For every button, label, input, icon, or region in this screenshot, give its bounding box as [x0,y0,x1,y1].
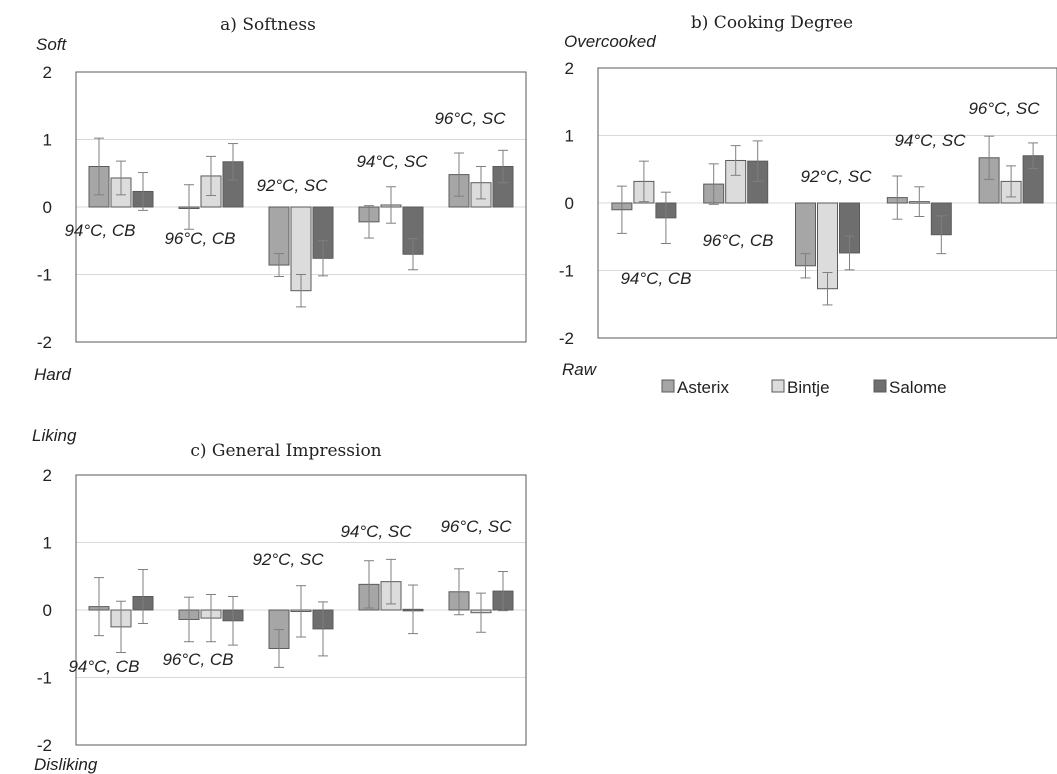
plot-frame [75,474,527,746]
category-label: 96°C, CB [702,231,773,250]
y-tick-label: -1 [37,266,52,285]
category-label: 94°C, CB [68,657,139,676]
legend-swatch-asterix [661,379,675,393]
panel-a-title: a) Softness [220,15,316,35]
y-tick-label: -1 [37,669,52,688]
legend-label-asterix: Asterix [677,378,729,397]
category-label: 96°C, CB [162,650,233,669]
y-tick-label: 0 [43,198,52,217]
category-label: 96°C, SC [440,517,512,536]
plot-frame [597,67,1057,339]
y-tick-label: -1 [559,262,574,281]
category-label: 96°C, SC [434,109,506,128]
legend-item-bintje: Bintje [771,378,830,397]
y-tick-label: 2 [43,466,52,485]
panel-a-bottom-label: Hard [34,365,71,384]
category-label: 94°C, CB [64,221,135,240]
y-tick-label: 0 [43,601,52,620]
y-tick-label: 1 [43,534,52,553]
panel-c-bottom-label: Disliking [34,755,98,774]
legend-swatch-salome [873,379,887,393]
panel-c-top-label: Liking [32,426,77,445]
panel-a: a) Softness Soft Hard 2 1 0 -1 -2 94°C, CB 96°… [34,15,527,384]
panel-b: b) Cooking Degree Overcooked Raw 2 1 0 -1 -2… [559,13,1057,379]
y-tick-label: 0 [565,194,574,213]
plot-frame [75,71,527,343]
y-tick-label: 1 [43,131,52,150]
panel-b-bottom-label: Raw [562,360,598,379]
y-tick-label: 2 [565,59,574,78]
category-label: 94°C, SC [340,522,412,541]
panel-b-top-label: Overcooked [564,32,656,51]
legend: Asterix Bintje Salome [661,378,947,397]
category-label: 94°C, SC [356,152,428,171]
category-label: 92°C, SC [800,167,872,186]
y-tick-label: 1 [565,127,574,146]
category-label: 92°C, SC [252,550,324,569]
panel-c: c) General Impression Liking Disliking 2… [32,426,527,774]
legend-item-asterix: Asterix [661,378,729,397]
y-tick-label: 2 [43,63,52,82]
y-tick-label: -2 [559,329,574,348]
legend-label-bintje: Bintje [787,378,830,397]
panel-c-plot: 2 1 0 -1 -2 94°C, CB 96°C, CB 92°C, SC 94°C, SC 9… [37,466,527,755]
legend-label-salome: Salome [889,378,947,397]
panel-b-plot: 2 1 0 -1 -2 94°C, CB 96°C, CB 92°C, SC 94°C, SC9… [559,59,1057,348]
panel-a-plot: 2 1 0 -1 -2 94°C, CB 96°C, CB 92°C, SC 94°C, SC 9… [37,63,527,352]
category-label: 96°C, SC [968,99,1040,118]
panel-c-title: c) General Impression [190,441,381,461]
y-tick-label: -2 [37,736,52,755]
legend-swatch-bintje [771,379,785,393]
panel-b-title: b) Cooking Degree [691,13,853,33]
category-label: 92°C, SC [256,176,328,195]
category-label: 94°C, CB [620,269,691,288]
category-label: 94°C, SC [894,131,966,150]
panel-a-top-label: Soft [36,35,68,54]
y-tick-label: -2 [37,333,52,352]
category-label: 96°C, CB [164,229,235,248]
legend-item-salome: Salome [873,378,947,397]
